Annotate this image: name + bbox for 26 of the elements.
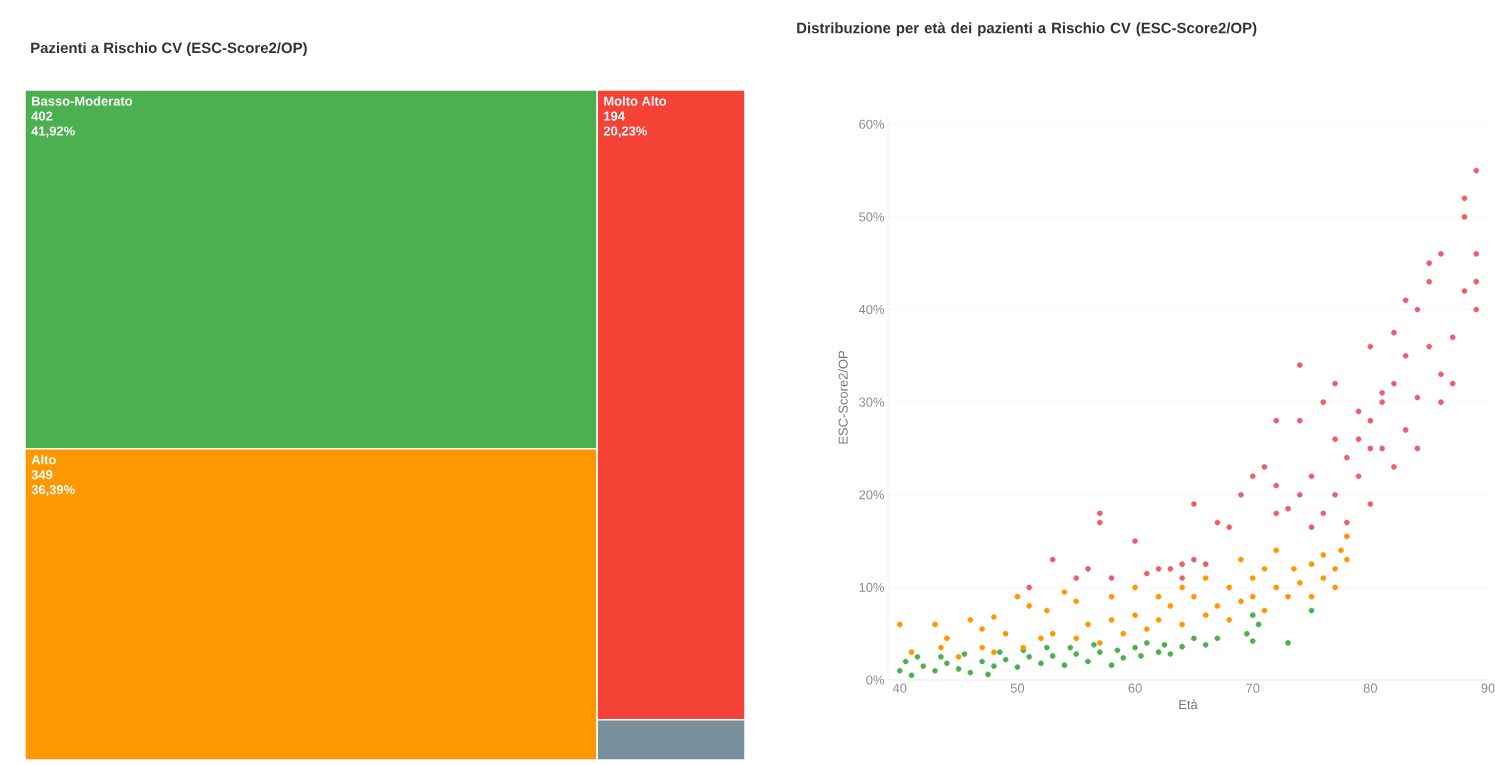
x-tick-label: 80 <box>1363 683 1378 693</box>
chart-title: Distribuzione per età dei pazienti a Rischio CV (ESC-Score2/OP) <box>797 22 1257 37</box>
text: 20,23% <box>603 126 647 138</box>
x-axis-title: Età <box>1179 699 1198 710</box>
y-tick-label: 30% <box>859 397 885 407</box>
data-label: 402 <box>31 111 53 121</box>
text: 41,92% <box>31 126 75 138</box>
text: Pazienti a Rischio CV (ESC-Score2/OP) <box>31 42 307 57</box>
y-tick-label: 10% <box>859 582 885 592</box>
y-tick-label: 50% <box>859 212 885 222</box>
y-axis-title: ESC-Score2/OP <box>838 351 848 444</box>
category-label: Basso-Moderato <box>32 96 133 106</box>
y-tick-label: 60% <box>859 119 885 129</box>
x-tick-label: 40 <box>892 683 907 693</box>
data-label: 349 <box>31 470 53 480</box>
x-tick-label: 50 <box>1010 683 1025 693</box>
category-label: Molto Alto <box>604 96 667 106</box>
x-tick-label: 60 <box>1128 683 1142 693</box>
y-tick-label: 40% <box>858 304 885 315</box>
x-tick-label: 70 <box>1246 683 1260 693</box>
y-tick-label: 20% <box>859 490 885 500</box>
x-tick-label: 90 <box>1481 683 1495 693</box>
data-label: 194 <box>604 111 625 121</box>
y-tick-label: 0% <box>866 675 885 685</box>
text: 36,39% <box>31 485 75 497</box>
category-label: Alto <box>31 454 56 465</box>
